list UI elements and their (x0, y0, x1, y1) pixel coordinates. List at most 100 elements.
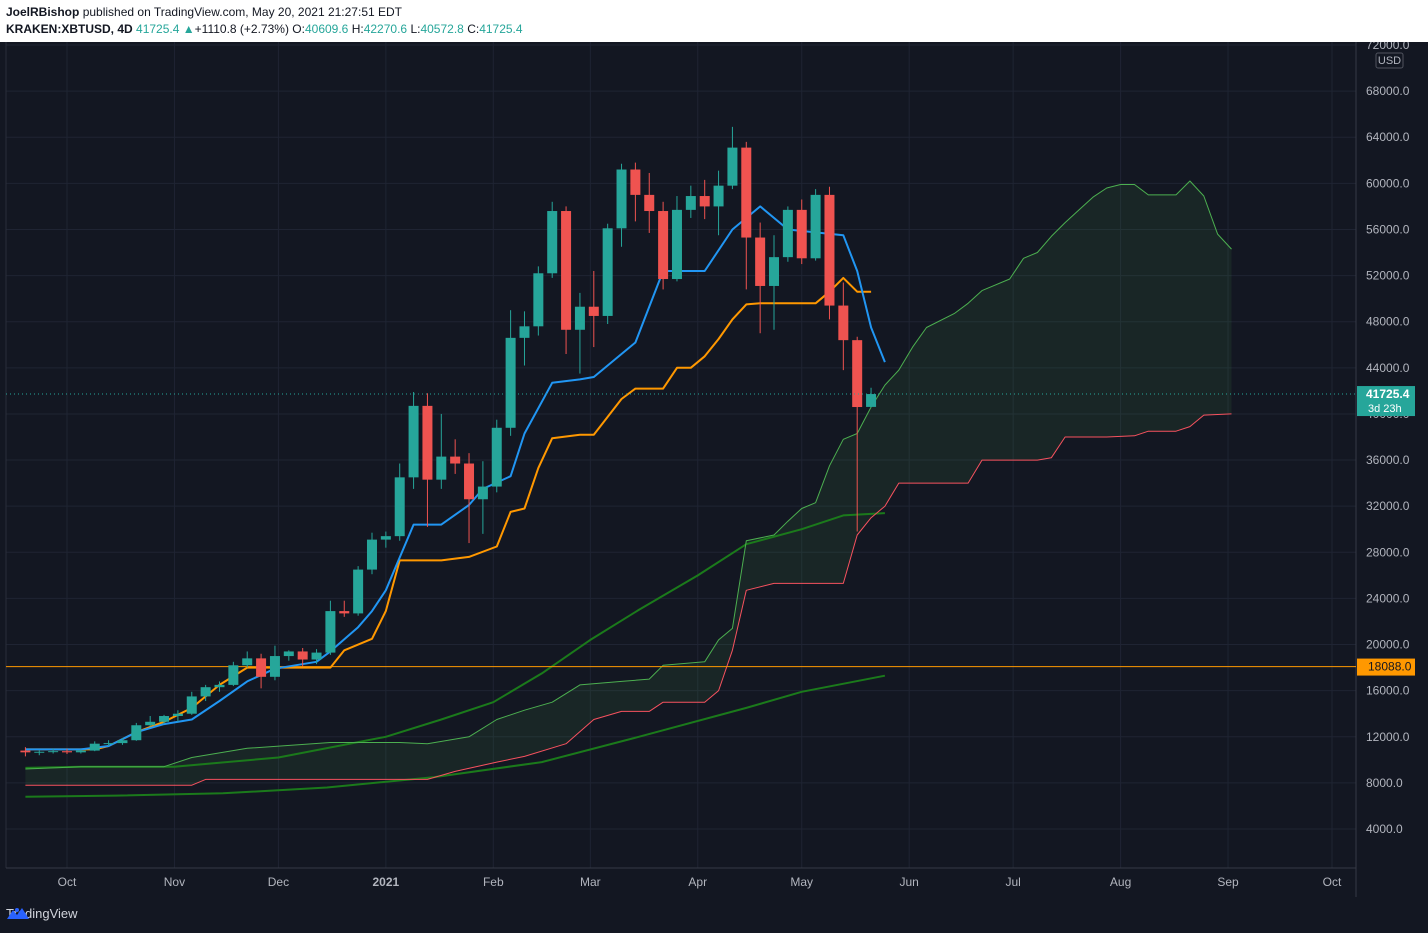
candle-body[interactable] (547, 211, 558, 274)
candle-body[interactable] (588, 306, 599, 316)
candle-body[interactable] (408, 405, 419, 478)
time-axis-tick-label: 2021 (372, 875, 399, 889)
candle-body[interactable] (796, 209, 807, 259)
candle-body[interactable] (824, 194, 835, 306)
candle-body[interactable] (533, 273, 544, 327)
close-value: 41725.4 (479, 22, 523, 36)
open-label: O: (292, 22, 305, 36)
high-label: H: (351, 22, 364, 36)
open-value: 40609.6 (304, 22, 349, 36)
candle-body[interactable] (866, 394, 877, 407)
price-axis-tick-label: 28000.0 (1366, 545, 1410, 559)
candle-body[interactable] (353, 569, 364, 614)
candle-body[interactable] (145, 721, 156, 726)
candle-body[interactable] (34, 751, 45, 753)
candle-body[interactable] (283, 651, 294, 657)
candle-body[interactable] (256, 658, 267, 677)
candle-body[interactable] (671, 209, 682, 280)
time-axis-tick-label: Apr (688, 875, 707, 889)
candle-body[interactable] (75, 750, 86, 753)
candle-body[interactable] (602, 228, 613, 316)
candle-body[interactable] (339, 611, 350, 614)
horizontal-line-badge-value: 18088.0 (1368, 660, 1412, 674)
candle-body[interactable] (436, 456, 447, 480)
candle-body[interactable] (616, 169, 627, 229)
candle-body[interactable] (214, 684, 225, 688)
candle-body[interactable] (422, 405, 433, 480)
time-axis-tick-label: Aug (1110, 875, 1131, 889)
currency-box[interactable] (1375, 52, 1404, 69)
publish-line: JoelRBishop published on TradingView.com… (6, 5, 402, 19)
candle-body[interactable] (297, 651, 308, 660)
candle-body[interactable] (713, 185, 724, 207)
candle-body[interactable] (658, 211, 669, 280)
price-axis-tick-label: 36000.0 (1366, 453, 1410, 467)
candle-body[interactable] (491, 427, 502, 487)
candle-body[interactable] (769, 257, 780, 286)
candle-body[interactable] (477, 486, 488, 500)
price-axis-tick-label: 32000.0 (1366, 499, 1410, 513)
candle-body[interactable] (630, 169, 641, 195)
change-value: +1110.8 (+2.73%) (194, 22, 289, 36)
ichimoku-cloud (25, 181, 1232, 786)
candle-body[interactable] (269, 656, 280, 677)
candle-body[interactable] (228, 665, 239, 685)
candle-body[interactable] (103, 743, 114, 745)
low-value: 40572.8 (420, 22, 464, 36)
publish-header: JoelRBishop published on TradingView.com… (0, 0, 1428, 42)
published-text: published on TradingView.com, May 20, 20… (82, 5, 402, 19)
candle-body[interactable] (741, 147, 752, 238)
candle-body[interactable] (380, 536, 391, 540)
chart-area[interactable]: 72000.0 68000.0 64000.0 60000.0 56000.0 52000… (0, 42, 1428, 897)
candle-body[interactable] (311, 652, 322, 660)
time-axis-tick-label: Feb (483, 875, 504, 889)
candle-body[interactable] (20, 750, 31, 753)
price-axis-tick-label: 8000.0 (1366, 776, 1403, 790)
price-axis-tick-label: 68000.0 (1366, 84, 1410, 98)
candle-body[interactable] (685, 196, 696, 210)
candle-body[interactable] (89, 743, 100, 751)
author-name[interactable]: JoelRBishop (6, 5, 80, 19)
candle-body[interactable] (62, 751, 72, 753)
time-axis-tick-label: Sep (1217, 875, 1239, 889)
candle-body[interactable] (172, 713, 183, 717)
candle-body[interactable] (325, 611, 336, 653)
conversion-line (25, 205, 886, 751)
candle-body[interactable] (117, 740, 128, 744)
candle-body[interactable] (810, 194, 821, 259)
candle-body[interactable] (838, 305, 849, 341)
candle-body[interactable] (561, 211, 572, 330)
candle-body[interactable] (186, 696, 197, 714)
tradingview-brand[interactable]: TradingView (6, 906, 78, 921)
candle-body[interactable] (852, 340, 863, 408)
candle-body[interactable] (200, 687, 211, 697)
candle-body[interactable] (366, 539, 377, 570)
candle-body[interactable] (644, 194, 655, 212)
time-axis-tick-label: May (790, 875, 813, 889)
candle-body[interactable] (505, 337, 516, 428)
change-up-icon: ▲ (182, 22, 195, 36)
candle-body[interactable] (48, 751, 59, 753)
time-axis-tick-label: Nov (164, 875, 185, 889)
moving-average-upper-line (25, 512, 885, 769)
candle-body[interactable] (574, 306, 585, 330)
last-price-badge-value: 41725.4 (1366, 387, 1410, 401)
moving-average-lower-line (25, 674, 886, 798)
candle-body[interactable] (755, 237, 766, 286)
candle-body[interactable] (519, 326, 530, 338)
symbol-name[interactable]: KRAKEN:XBTUSD, 4D (6, 22, 133, 36)
leading-span-a-line (25, 180, 1232, 770)
candle-body[interactable] (699, 196, 710, 207)
candle-body[interactable] (727, 147, 738, 186)
candle-body[interactable] (450, 456, 461, 464)
candle-body[interactable] (394, 477, 405, 537)
candle-body[interactable] (242, 658, 253, 666)
horizontal-line-badge (1357, 658, 1415, 676)
candle-body[interactable] (159, 716, 170, 722)
close-label: C: (467, 22, 480, 36)
price-axis-tick-label: 20000.0 (1366, 638, 1410, 652)
candle-body[interactable] (464, 463, 475, 500)
candle-body[interactable] (782, 209, 793, 258)
price-chart[interactable]: 72000.0 68000.0 64000.0 60000.0 56000.0 52000… (0, 42, 1428, 897)
candle-body[interactable] (131, 725, 142, 741)
